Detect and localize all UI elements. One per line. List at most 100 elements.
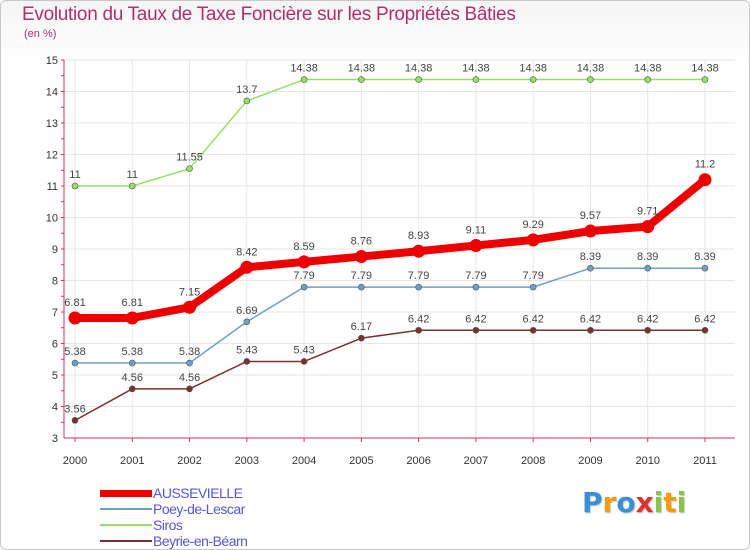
data-label: 13.7 — [236, 84, 257, 96]
data-point — [243, 318, 251, 326]
chart-title: Evolution du Taux de Taxe Foncière sur l… — [22, 4, 516, 25]
x-tick-label: 2011 — [693, 455, 717, 467]
data-label: 11.2 — [695, 159, 716, 171]
data-point — [529, 283, 537, 291]
data-label: 8.39 — [580, 251, 601, 263]
data-label: 6.81 — [122, 297, 143, 309]
data-label: 8.39 — [694, 251, 715, 263]
data-label: 7.15 — [179, 286, 200, 298]
data-label: 8.59 — [293, 241, 314, 253]
data-point — [358, 334, 365, 342]
data-label: 5.38 — [122, 346, 143, 358]
data-point — [128, 359, 136, 367]
data-point — [68, 311, 82, 325]
legend-label: Poey-de-Lescar — [153, 501, 245, 517]
x-tick-label: 2001 — [120, 455, 144, 467]
data-point — [240, 260, 254, 274]
legend-label: Beyrie-en-Béarn — [153, 533, 248, 549]
series-line-2 — [74, 78, 706, 187]
proxiti-logo: Proxiti — [582, 486, 686, 519]
x-tick-label: 2002 — [177, 455, 201, 467]
data-label: 8.42 — [236, 246, 257, 258]
data-point — [587, 326, 594, 334]
data-label: 14.38 — [634, 63, 662, 75]
data-label: 14.38 — [462, 63, 490, 75]
data-label: 5.43 — [236, 344, 257, 356]
logo-letter: t — [663, 486, 677, 519]
series-line-0 — [71, 175, 709, 322]
legend-swatch — [100, 524, 152, 526]
data-label: 11 — [127, 169, 138, 181]
data-point — [128, 182, 136, 190]
data-label: 7.79 — [293, 270, 314, 282]
data-label: 6.42 — [637, 313, 658, 325]
data-label: 9.11 — [466, 225, 487, 237]
data-label: 9.57 — [580, 210, 601, 222]
y-tick-label: 6 — [52, 339, 58, 351]
data-label: 14.38 — [348, 63, 376, 75]
data-point — [186, 385, 193, 393]
data-point — [128, 385, 136, 393]
x-tick-label: 2007 — [464, 455, 488, 467]
data-label: 9.29 — [522, 219, 543, 231]
data-label: 8.93 — [408, 230, 429, 242]
data-point — [71, 417, 79, 424]
data-point — [297, 255, 311, 269]
unit-label: (en %) — [24, 28, 57, 40]
data-point — [698, 173, 712, 187]
data-label: 6.17 — [351, 321, 372, 333]
data-label: 5.38 — [64, 346, 85, 358]
x-tick-label: 2004 — [292, 455, 316, 467]
data-label: 7.79 — [465, 270, 486, 282]
legend-swatch — [100, 508, 152, 510]
data-point — [644, 326, 652, 334]
data-label: 14.38 — [519, 63, 547, 75]
data-label: 5.38 — [179, 346, 200, 358]
y-tick-label: 10 — [46, 213, 58, 225]
data-point — [125, 311, 139, 325]
data-point — [354, 250, 368, 264]
data-point — [701, 326, 709, 334]
x-tick-label: 2009 — [578, 455, 602, 467]
logo-letter: i — [653, 486, 664, 519]
data-point — [358, 76, 365, 83]
data-label: 14.38 — [405, 63, 433, 75]
data-label: 8.76 — [351, 236, 372, 248]
data-label: 7.79 — [522, 270, 543, 282]
data-point — [472, 283, 480, 291]
data-label: 7.79 — [351, 270, 372, 282]
y-tick-label: 7 — [52, 307, 58, 319]
y-tick-label: 13 — [46, 118, 58, 130]
x-tick-label: 2010 — [635, 455, 659, 467]
data-point — [186, 165, 193, 172]
data-point — [641, 220, 655, 234]
data-label: 11.55 — [176, 152, 203, 164]
data-point — [701, 264, 709, 272]
data-point — [358, 283, 365, 291]
series-line-3 — [74, 329, 706, 422]
x-tick-label: 2008 — [521, 455, 545, 467]
y-tick-label: 9 — [52, 244, 58, 256]
y-tick-label: 3 — [52, 433, 58, 445]
data-label: 6.42 — [408, 313, 429, 325]
data-point — [412, 244, 426, 258]
data-point — [644, 264, 652, 272]
y-tick-label: 5 — [52, 370, 58, 382]
data-point — [415, 283, 422, 291]
data-label: 6.69 — [236, 305, 257, 317]
y-tick-label: 14 — [46, 87, 58, 99]
data-label: 4.56 — [122, 372, 143, 384]
data-point — [472, 326, 480, 334]
data-point — [529, 326, 537, 334]
data-point — [243, 358, 251, 365]
legend-label: AUSSEVIELLE — [153, 485, 243, 501]
data-label: 6.42 — [522, 313, 543, 325]
data-point — [183, 300, 197, 314]
data-point — [529, 76, 537, 83]
data-label: 14.38 — [577, 63, 605, 75]
data-label: 14.38 — [691, 63, 719, 75]
legend-label: Siros — [153, 517, 183, 533]
y-tick-label: 8 — [52, 276, 58, 288]
y-tick-label: 12 — [46, 150, 58, 162]
